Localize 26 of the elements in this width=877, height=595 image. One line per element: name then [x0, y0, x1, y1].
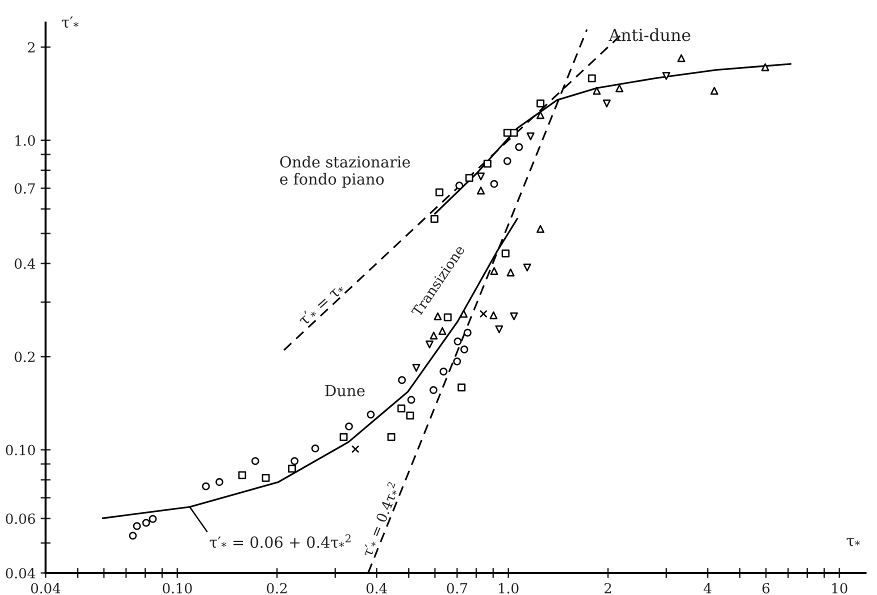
- y-tick-label: 0.10: [6, 444, 35, 456]
- x-tick-label: 0.7: [446, 582, 468, 594]
- annotation: Anti-dune: [608, 28, 690, 42]
- x-tick-label: 0.2: [266, 582, 287, 594]
- x-tick-label: 4: [704, 582, 712, 594]
- x-tick-label: 10: [832, 582, 848, 594]
- y-tick-label: 0.7: [14, 183, 35, 194]
- annotation: τ′$_{*}$ = 0.06 + 0.4τ$_{*}$$^{2}$: [210, 534, 351, 548]
- annotation: Onde stazionarie e fondo piano: [280, 156, 410, 188]
- annotation: τ′$_{*}$ = 0.4τ$_{*}$$^{2}$: [360, 481, 400, 558]
- annotation: Dune: [325, 384, 365, 396]
- y-tick-label: 2: [28, 42, 35, 52]
- x-tick-label: 0.4: [366, 582, 387, 594]
- y-tick-label: 0.06: [6, 513, 36, 524]
- x-tick-label: 0.10: [162, 582, 192, 594]
- x-tick-label: 6: [762, 582, 770, 594]
- y-axis-title: τ′$_{*}$: [62, 16, 78, 28]
- x-axis-title: τ$_{*}$: [846, 538, 860, 546]
- x-tick-label: 0.04: [31, 582, 60, 594]
- y-tick-label: 1.0: [15, 135, 35, 146]
- y-tick-label: 0.2: [14, 352, 35, 362]
- x-tick-label: 2: [604, 582, 612, 594]
- x-tick-label: 1.0: [499, 582, 518, 594]
- y-tick-label: 0.04: [6, 568, 36, 578]
- annotation: τ′$_{*}$ = τ$_{*}$: [297, 282, 345, 326]
- y-tick-label: 0.4: [14, 258, 36, 269]
